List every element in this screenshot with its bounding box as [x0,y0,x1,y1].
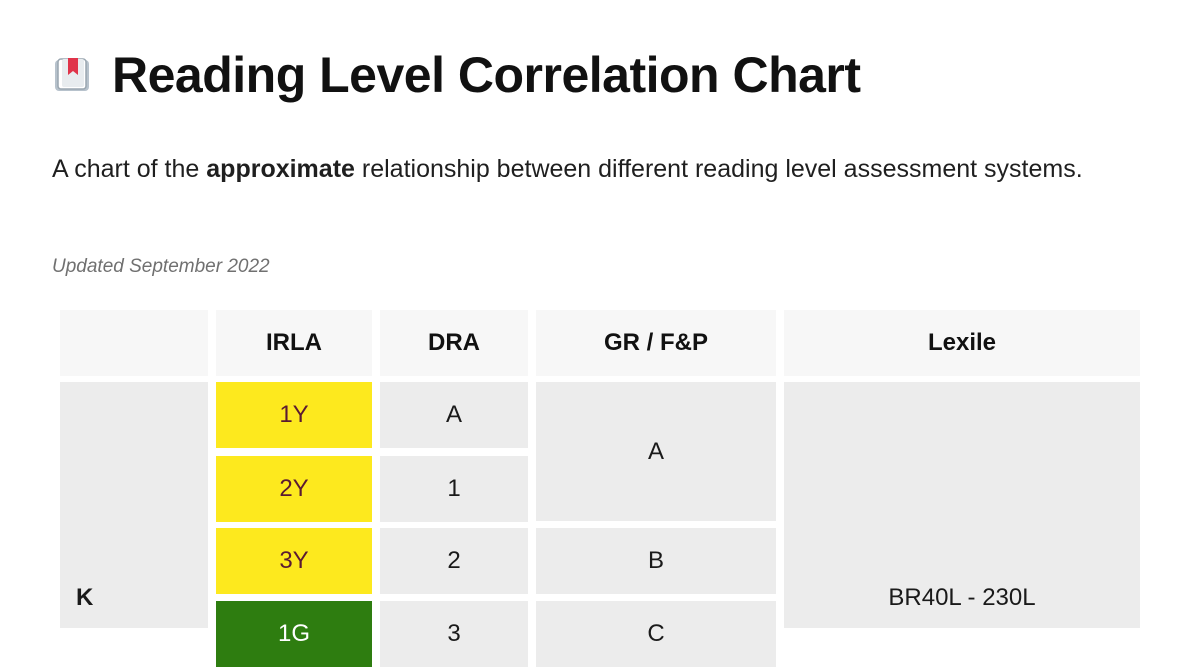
updated-date: Updated September 2022 [52,256,270,277]
header-grfp: GR / F&P [536,310,776,376]
description-prefix: A chart of the [52,155,207,183]
header-lexile: Lexile [784,310,1140,376]
grfp-cell: A [536,382,776,521]
dra-cell: 1 [380,456,528,522]
description-suffix: relationship between different reading l… [354,155,1083,183]
irla-cell: 1G [216,601,372,667]
lexile-range: BR40L - 230L [888,584,1036,611]
dra-cell: 3 [380,601,528,667]
page-title: Reading Level Correlation Chart [112,47,861,103]
title-row: Reading Level Correlation Chart [52,46,861,104]
irla-cell: 3Y [216,528,372,594]
grade-cell: K [60,382,208,628]
grfp-cell: B [536,528,776,594]
dra-cell: A [380,382,528,448]
header-dra: DRA [380,310,528,376]
book-icon [55,58,89,91]
irla-cell: 1Y [216,382,372,448]
header-grade [60,310,208,376]
description-bold: approximate [206,155,355,183]
header-irla: IRLA [216,310,372,376]
lexile-cell: BR40L - 230L [784,382,1140,628]
dra-cell: 2 [380,528,528,594]
page-description: A chart of the approximate relationship … [52,150,1142,189]
irla-cell: 2Y [216,456,372,522]
grfp-cell: C [536,601,776,667]
